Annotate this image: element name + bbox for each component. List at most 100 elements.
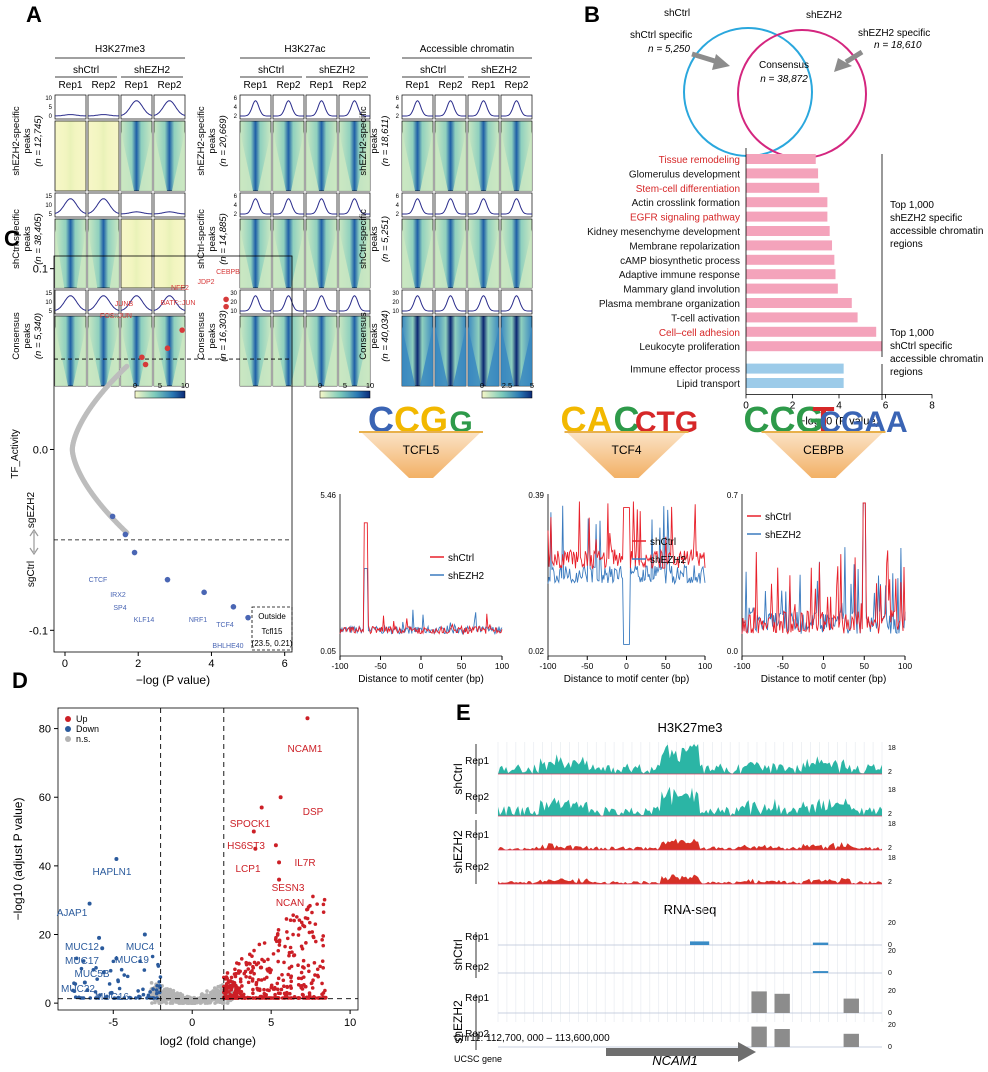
heatmap-colorbar — [134, 390, 186, 399]
volcano-dot-up — [312, 961, 317, 965]
volcano-dot-up — [317, 996, 321, 1000]
volcano-dot-up — [251, 966, 256, 970]
track-group-label: shEZH2 — [451, 1000, 465, 1044]
volcano-dot-up — [257, 987, 262, 991]
volcano-label-up: HS6ST3 — [227, 841, 265, 852]
volcano-dot-up — [291, 932, 295, 937]
volcano-dot-up — [305, 996, 310, 1000]
heatmap-profile-line — [273, 100, 304, 117]
volcano-dot-up — [274, 935, 278, 940]
heatmap-taper — [138, 131, 152, 191]
heatmap-taper — [323, 229, 337, 288]
rna-track-scale-max: 20 — [888, 920, 896, 927]
footprint-x-tick-label: -50 — [581, 661, 594, 671]
volcano-dot-up — [308, 903, 312, 908]
volcano-dot-up — [311, 978, 315, 983]
volcano-dot-down — [128, 996, 133, 1000]
volcano-dot-down — [73, 995, 78, 1000]
footprint-series-shezh2 — [547, 505, 706, 645]
footprint-legend-label: shCtrl — [448, 553, 474, 564]
heatmap-row-label-line: shCtrl-specific — [11, 209, 22, 269]
heatmap-row-label-line: shEZH2-specific — [196, 106, 207, 175]
volcano-dot-up — [322, 897, 327, 902]
heatmap-taper — [55, 229, 65, 288]
motif-logo-letters: CCG — [744, 399, 824, 440]
motif-logo-letters: CGAA — [819, 406, 907, 439]
heatmap-taper — [468, 229, 482, 288]
heatmap-profile-line — [435, 198, 466, 215]
heatmap-profile-box — [87, 192, 120, 218]
volcano-dot-up — [289, 975, 293, 980]
rna-track-scale-max: 20 — [888, 948, 896, 955]
volcano-dot-up — [303, 916, 308, 920]
volcano-label-down: MUC19 — [115, 955, 149, 966]
tf-dot-ns — [124, 363, 130, 369]
panel-letter-d: D — [12, 668, 28, 693]
volcano-dot-down — [81, 959, 86, 963]
volcano-dot-down — [116, 979, 120, 984]
volcano-dot-down — [157, 980, 162, 984]
heatmap-taper — [356, 131, 370, 191]
heatmap-row-label-line: peaks — [22, 323, 33, 349]
heatmap-profile-line — [468, 198, 499, 215]
volcano-dot-ns — [150, 1001, 154, 1005]
heatmap-profile-line — [153, 100, 186, 116]
heatmap-colorbar-tick: 0 — [133, 381, 137, 390]
chip-track-scale-min: 2 — [888, 879, 892, 886]
heatmap-row-label-line: (n = 12,745) — [33, 115, 44, 167]
go-x-tick-label: 4 — [836, 400, 842, 411]
heatmap-ytick: 2 — [234, 212, 238, 218]
volcano-dot-down — [93, 990, 98, 994]
volcano-label-up: IL7R — [294, 858, 315, 869]
venn-label-shctrl: shCtrl — [664, 8, 690, 19]
heatmap-row-label-line: Consensus — [196, 312, 207, 360]
heatmap-profile-line — [306, 295, 337, 312]
footprint-ymax-label: 5.46 — [320, 491, 336, 500]
track-rep-label: Rep1 — [465, 932, 489, 943]
heatmap-profile-line — [87, 295, 120, 311]
heatmap-profile-box — [153, 289, 186, 315]
volcano-dot-ns — [212, 986, 217, 990]
go-term-label: T-cell activation — [671, 313, 740, 324]
tf-y-tick-label: -0.1 — [29, 625, 48, 637]
heatmap-rep-label: Rep1 — [59, 80, 83, 91]
tf-outside-title: Outside — [258, 612, 286, 621]
go-bar — [746, 168, 819, 179]
volcano-dot-up — [295, 915, 299, 919]
tf-label-down: IRX2 — [110, 592, 126, 599]
heatmap-profile-line — [435, 100, 466, 117]
volcano-dot-up — [269, 983, 274, 988]
venn-shctrl-specific: shCtrl specific — [630, 30, 692, 41]
footprint-x-tick-label: 100 — [898, 661, 912, 671]
volcano-dot-down — [94, 966, 98, 970]
chip-track-scale-min: 2 — [888, 811, 892, 818]
track-rep-label: Rep1 — [465, 830, 489, 841]
panel-d-volcano: NCAM1 DSP SPOCK1 HS6ST3 IL7R LCP1 SESN3 NCAN HAP… — [11, 707, 359, 1048]
motif-name: CEBPB — [803, 443, 844, 457]
volcano-dot-up — [244, 974, 248, 979]
volcano-dot-up — [276, 948, 281, 953]
heatmap-profile-box — [305, 94, 338, 120]
volcano-dot-ns — [169, 997, 174, 1001]
volcano-dot-down — [158, 984, 162, 988]
heatmap-row-label: shEZH2-specificpeaks(n = 18,611) — [358, 106, 391, 175]
volcano-dot-down — [154, 991, 159, 996]
heatmap-profile-box — [467, 94, 500, 120]
volcano-dot-up — [222, 996, 227, 1000]
volcano-dot-up — [231, 996, 235, 1000]
go-group-label-line: Top 1,000 — [890, 328, 934, 339]
volcano-dot-up — [323, 996, 328, 1000]
footprint-legend-label: shEZH2 — [650, 555, 687, 566]
heatmap-taper — [105, 326, 119, 386]
volcano-dot-up — [277, 939, 282, 944]
volcano-dot-up — [320, 981, 324, 986]
volcano-dot-up — [252, 960, 257, 965]
volcano-dot-up — [229, 975, 234, 980]
volcano-dot-up — [266, 957, 270, 962]
rna-track-scale-min: 0 — [888, 1044, 892, 1051]
volcano-dot-up — [224, 987, 229, 992]
heatmap-taper — [171, 131, 185, 191]
heatmap-taper — [468, 326, 482, 386]
chip-track-scale-max: 18 — [888, 787, 896, 794]
volcano-dot-up — [248, 975, 252, 980]
